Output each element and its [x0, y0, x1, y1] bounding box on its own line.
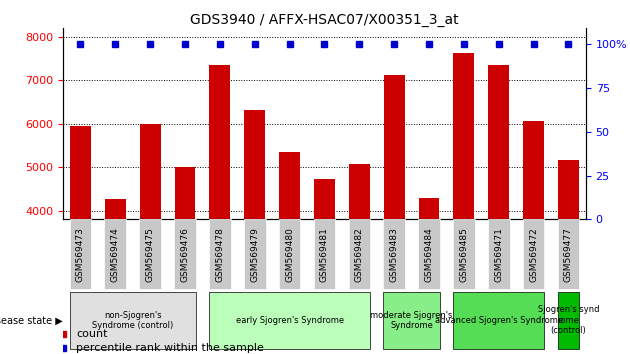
FancyBboxPatch shape [384, 292, 440, 349]
Bar [140, 124, 161, 354]
Text: GSM569473: GSM569473 [76, 227, 85, 282]
FancyBboxPatch shape [209, 292, 370, 349]
FancyBboxPatch shape [558, 219, 579, 290]
Text: GSM569478: GSM569478 [215, 227, 224, 282]
Text: GSM569483: GSM569483 [390, 227, 399, 282]
Text: disease state ▶: disease state ▶ [0, 315, 63, 325]
Title: GDS3940 / AFFX-HSAC07/X00351_3_at: GDS3940 / AFFX-HSAC07/X00351_3_at [190, 13, 459, 27]
Bar [523, 121, 544, 354]
FancyBboxPatch shape [70, 219, 91, 290]
Text: moderate Sjogren's
Syndrome: moderate Sjogren's Syndrome [370, 311, 453, 330]
Bar [105, 199, 126, 354]
FancyBboxPatch shape [105, 219, 126, 290]
Bar [314, 179, 335, 354]
Text: GSM569480: GSM569480 [285, 227, 294, 282]
Bar [558, 160, 579, 354]
Text: GSM569485: GSM569485 [459, 227, 468, 282]
FancyBboxPatch shape [418, 219, 440, 290]
Bar [70, 126, 91, 354]
FancyBboxPatch shape [523, 219, 544, 290]
Text: GSM569472: GSM569472 [529, 227, 538, 282]
Text: GSM569482: GSM569482 [355, 227, 364, 282]
FancyBboxPatch shape [384, 219, 405, 290]
Bar [488, 65, 509, 354]
FancyBboxPatch shape [244, 219, 265, 290]
FancyBboxPatch shape [453, 219, 474, 290]
Text: GSM569481: GSM569481 [320, 227, 329, 282]
Text: Sjogren's synd
rome
(control): Sjogren's synd rome (control) [538, 306, 599, 335]
Bar [244, 110, 265, 354]
FancyBboxPatch shape [175, 219, 196, 290]
Text: GSM569471: GSM569471 [495, 227, 503, 282]
Bar [418, 198, 440, 354]
FancyBboxPatch shape [453, 292, 544, 349]
FancyBboxPatch shape [314, 219, 335, 290]
FancyBboxPatch shape [209, 219, 231, 290]
Bar [454, 53, 474, 354]
FancyBboxPatch shape [488, 219, 510, 290]
Bar [384, 75, 404, 354]
FancyBboxPatch shape [139, 219, 161, 290]
Text: GSM569476: GSM569476 [181, 227, 190, 282]
Text: GSM569474: GSM569474 [111, 227, 120, 282]
FancyBboxPatch shape [348, 219, 370, 290]
Text: GSM569479: GSM569479 [250, 227, 259, 282]
Text: GSM569477: GSM569477 [564, 227, 573, 282]
FancyBboxPatch shape [70, 292, 196, 349]
Text: count: count [76, 329, 108, 339]
Text: early Sjogren's Syndrome: early Sjogren's Syndrome [236, 316, 343, 325]
Bar [349, 164, 370, 354]
FancyBboxPatch shape [558, 292, 579, 349]
FancyBboxPatch shape [279, 219, 301, 290]
Bar [209, 65, 231, 354]
Text: percentile rank within the sample: percentile rank within the sample [76, 343, 264, 353]
Text: GSM569475: GSM569475 [146, 227, 154, 282]
Text: GSM569484: GSM569484 [425, 227, 433, 282]
Bar [279, 152, 300, 354]
Text: advanced Sjogren's Syndrome: advanced Sjogren's Syndrome [435, 316, 563, 325]
Bar [175, 167, 195, 354]
Text: non-Sjogren's
Syndrome (control): non-Sjogren's Syndrome (control) [92, 311, 173, 330]
